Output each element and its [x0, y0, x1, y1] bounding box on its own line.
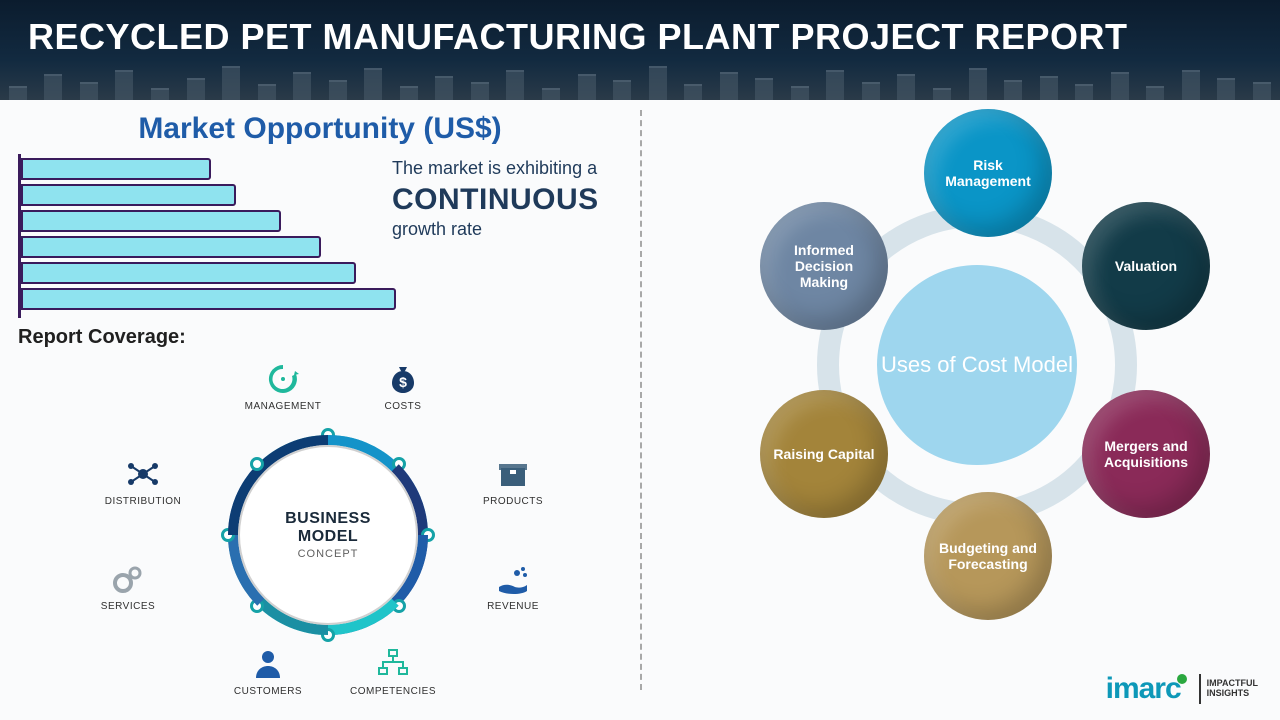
cycle-icon	[264, 360, 302, 398]
moneybag-icon: $	[384, 360, 422, 398]
brand-tag2: INSIGHTS	[1207, 689, 1258, 699]
chart-bar	[21, 184, 236, 206]
coverage-item-revenue: REVENUE	[458, 560, 568, 612]
chart-bar	[21, 210, 281, 232]
market-bar-chart	[18, 154, 378, 318]
coverage-item-label: MANAGEMENT	[245, 401, 322, 412]
growth-line3: growth rate	[392, 219, 622, 240]
left-panel: Market Opportunity (US$) The market is e…	[0, 100, 640, 720]
bm-center-line2: MODEL	[298, 528, 358, 546]
brand-tagline: IMPACTFUL INSIGHTS	[1207, 679, 1258, 699]
hand-coins-icon	[494, 560, 532, 598]
coverage-item-label: REVENUE	[487, 601, 539, 612]
coverage-item-costs: $ COSTS	[348, 360, 458, 412]
growth-line1: The market is exhibiting a	[392, 158, 622, 179]
growth-text-block: The market is exhibiting a CONTINUOUS gr…	[392, 154, 622, 240]
right-panel: Uses of Cost Model Risk ManagementValuat…	[642, 100, 1280, 720]
gears-icon	[109, 560, 147, 598]
coverage-item-products: PRODUCTS	[458, 455, 568, 507]
coverage-item-customers: CUSTOMERS	[213, 645, 323, 697]
orgchart-icon	[374, 645, 412, 683]
coverage-item-label: SERVICES	[101, 601, 155, 612]
chart-bar	[21, 158, 211, 180]
cost-model-center: Uses of Cost Model	[877, 265, 1077, 465]
costmodel-bubble-informed: Informed Decision Making	[760, 202, 888, 330]
brand-name: imarc	[1106, 672, 1181, 706]
bm-center-line1: BUSINESS	[285, 510, 371, 528]
coverage-item-label: PRODUCTS	[483, 496, 543, 507]
cost-model-center-text: Uses of Cost Model	[881, 351, 1073, 379]
header-bar: RECYCLED PET MANUFACTURING PLANT PROJECT…	[0, 0, 1280, 100]
business-model-center: BUSINESS MODEL CONCEPT	[238, 445, 418, 625]
chart-bar	[21, 262, 356, 284]
content-area: Market Opportunity (US$) The market is e…	[0, 100, 1280, 720]
costmodel-bubble-valuation: Valuation	[1082, 202, 1210, 330]
coverage-item-competencies: COMPETENCIES	[338, 645, 448, 697]
market-chart-row: The market is exhibiting a CONTINUOUS gr…	[18, 154, 622, 318]
person-icon	[249, 645, 287, 683]
cost-model-diagram: Uses of Cost Model Risk ManagementValuat…	[642, 100, 1280, 700]
coverage-item-label: CUSTOMERS	[234, 686, 302, 697]
chart-bar	[21, 236, 321, 258]
coverage-item-services: SERVICES	[73, 560, 183, 612]
coverage-item-distribution: DISTRIBUTION	[88, 455, 198, 507]
skyline-decoration	[0, 64, 1280, 100]
svg-text:$: $	[399, 374, 407, 390]
page-title: RECYCLED PET MANUFACTURING PLANT PROJECT…	[28, 16, 1128, 58]
coverage-item-label: COSTS	[385, 401, 422, 412]
box-icon	[494, 455, 532, 493]
brand-logo: imarc IMPACTFUL INSIGHTS	[1106, 672, 1258, 706]
growth-big: CONTINUOUS	[392, 183, 622, 217]
costmodel-bubble-mergers: Mergers and Acquisitions	[1082, 390, 1210, 518]
coverage-item-label: DISTRIBUTION	[105, 496, 182, 507]
coverage-item-management: MANAGEMENT	[228, 360, 338, 412]
coverage-item-label: COMPETENCIES	[350, 686, 436, 697]
market-title: Market Opportunity (US$)	[18, 112, 622, 146]
chart-bar	[21, 288, 396, 310]
costmodel-bubble-risk: Risk Management	[924, 109, 1052, 237]
brand-separator	[1199, 674, 1201, 704]
network-icon	[124, 455, 162, 493]
business-model-diagram: BUSINESS MODEL CONCEPT MANAGEMENT $ COSTS D…	[18, 345, 618, 695]
brand-dot-icon	[1177, 674, 1187, 684]
bm-center-line3: CONCEPT	[298, 548, 359, 560]
costmodel-bubble-capital: Raising Capital	[760, 390, 888, 518]
costmodel-bubble-budget: Budgeting and Forecasting	[924, 492, 1052, 620]
